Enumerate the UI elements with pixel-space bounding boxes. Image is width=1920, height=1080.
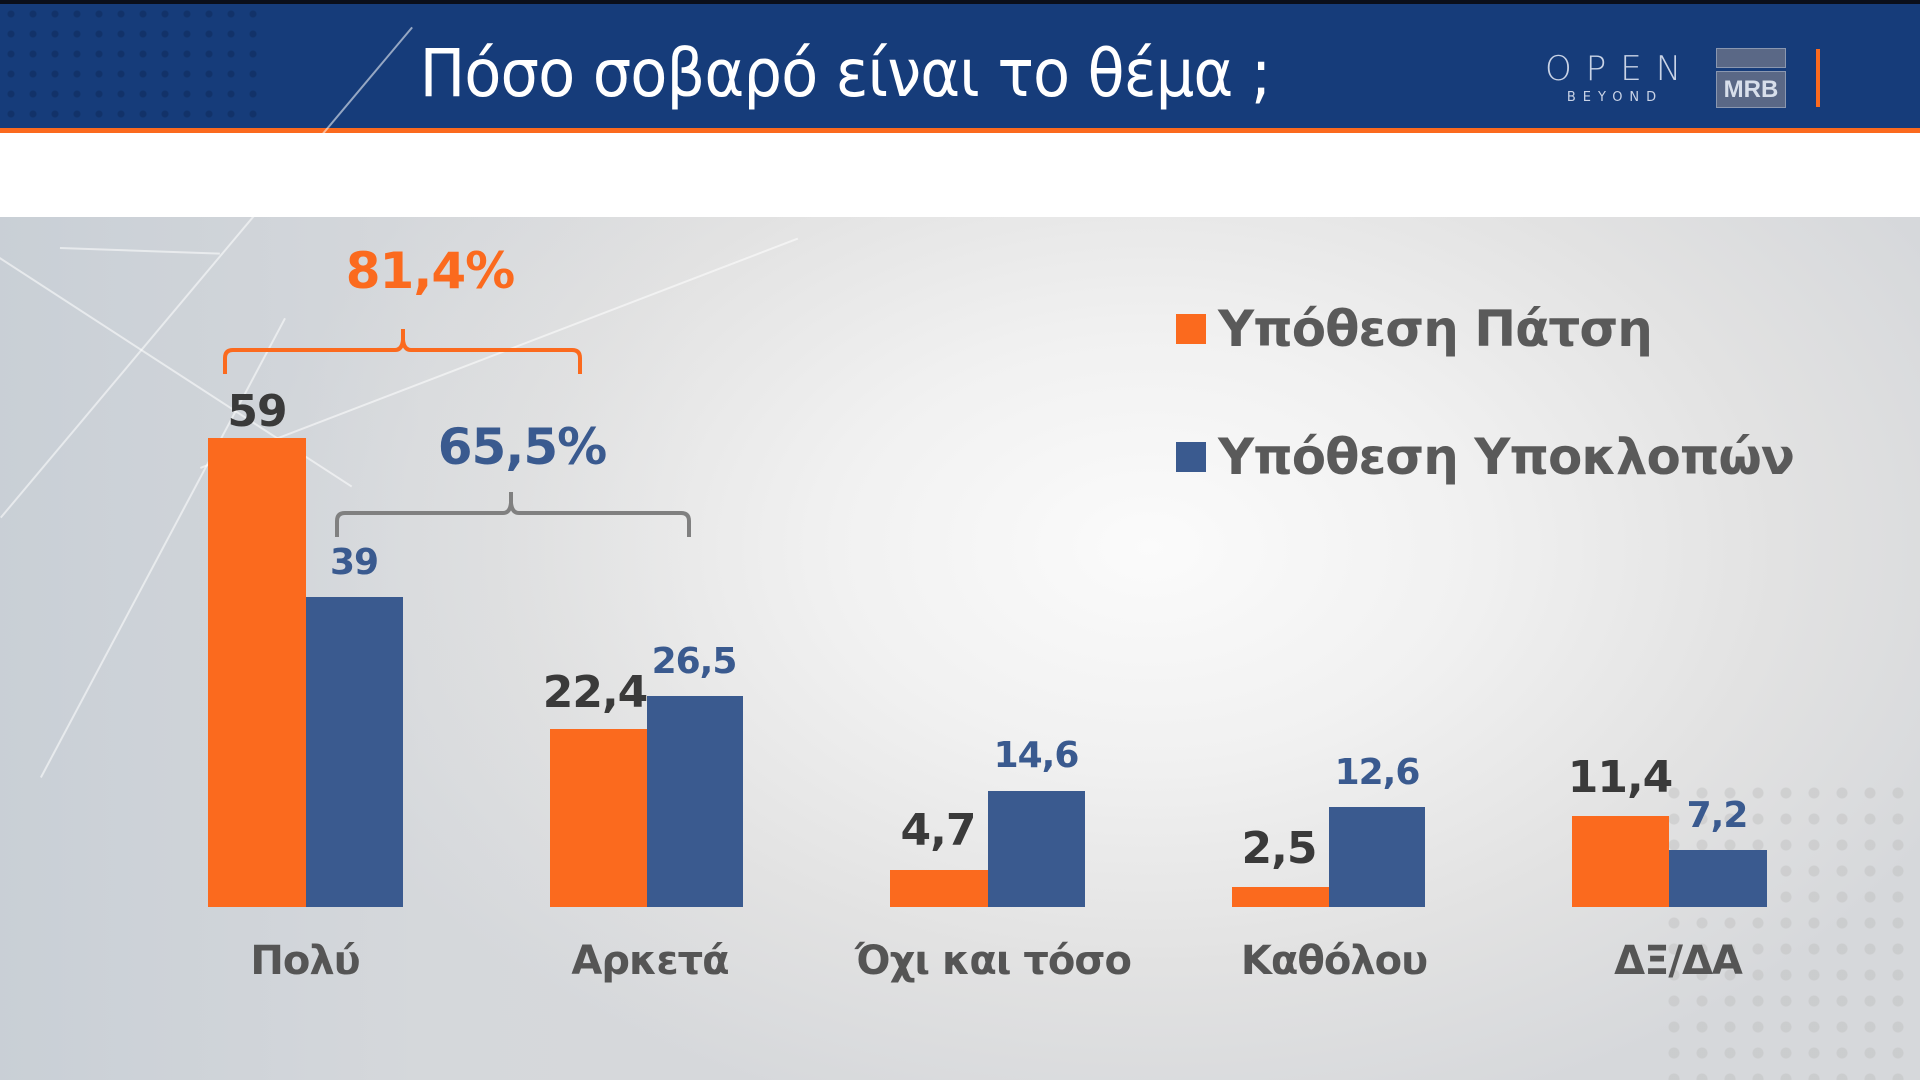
value-label-orange: 4,7 [900,805,977,856]
bg-dot-pattern [1660,780,1920,1080]
mrb-logo-top-bar [1716,48,1786,68]
legend-swatch-orange [1176,314,1206,344]
logo-separator [1816,49,1820,107]
value-label-orange: 2,5 [1241,823,1318,874]
bar-blue-ochi [988,791,1085,907]
bar-blue-dxda [1669,850,1767,907]
value-label-blue: 26,5 [651,641,738,682]
bar-blue-arketa [647,696,743,907]
mrb-logo-text: MRB [1716,71,1786,108]
white-band [0,133,1920,217]
header-bar [0,4,1920,128]
category-label: Καθόλου [1240,938,1428,984]
open-logo-word: OPEN [1545,49,1696,89]
category-label: Όχι και τόσο [855,938,1132,984]
open-logo-sub: BEYOND [1566,90,1664,105]
value-label-orange: 59 [227,386,287,437]
value-label-blue: 14,6 [993,735,1080,776]
legend-item-patsi: Υπόθεση Πάτση [1176,300,1653,358]
category-label: Αρκετά [571,938,729,984]
bg-decor-line [59,247,220,255]
page-title: Πόσο σοβαρό είναι το θέμα ; [419,35,1272,112]
category-label: ΔΞ/ΔΑ [1614,938,1743,984]
orange-sum-annotation: 81,4% [345,242,515,300]
bar-blue-katholou [1329,807,1425,907]
bar-orange-ochi [890,870,988,907]
value-label-blue: 7,2 [1686,795,1749,836]
blue-sum-annotation: 65,5% [437,418,607,476]
header-dot-pattern [0,4,260,128]
top-strip [0,0,1920,4]
legend-swatch-blue [1176,442,1206,472]
value-label-orange: 22,4 [542,667,649,718]
bar-orange-arketa [550,729,647,907]
value-label-orange: 11,4 [1567,752,1674,803]
category-label: Πολύ [250,938,360,984]
bar-orange-poly [208,438,306,907]
value-label-blue: 12,6 [1334,752,1421,793]
legend-label: Υπόθεση Πάτση [1218,300,1653,358]
legend-item-ypoklopon: Υπόθεση Υποκλοπών [1176,428,1795,486]
legend-label: Υπόθεση Υποκλοπών [1218,428,1795,486]
bar-orange-dxda [1572,816,1669,907]
bar-orange-katholou [1232,887,1329,907]
bar-blue-poly [306,597,403,907]
header-accent-line [0,128,1920,133]
mrb-logo: MRB [1716,48,1786,108]
open-beyond-logo: OPEN BEYOND [1545,50,1685,110]
value-label-blue: 39 [329,542,379,583]
